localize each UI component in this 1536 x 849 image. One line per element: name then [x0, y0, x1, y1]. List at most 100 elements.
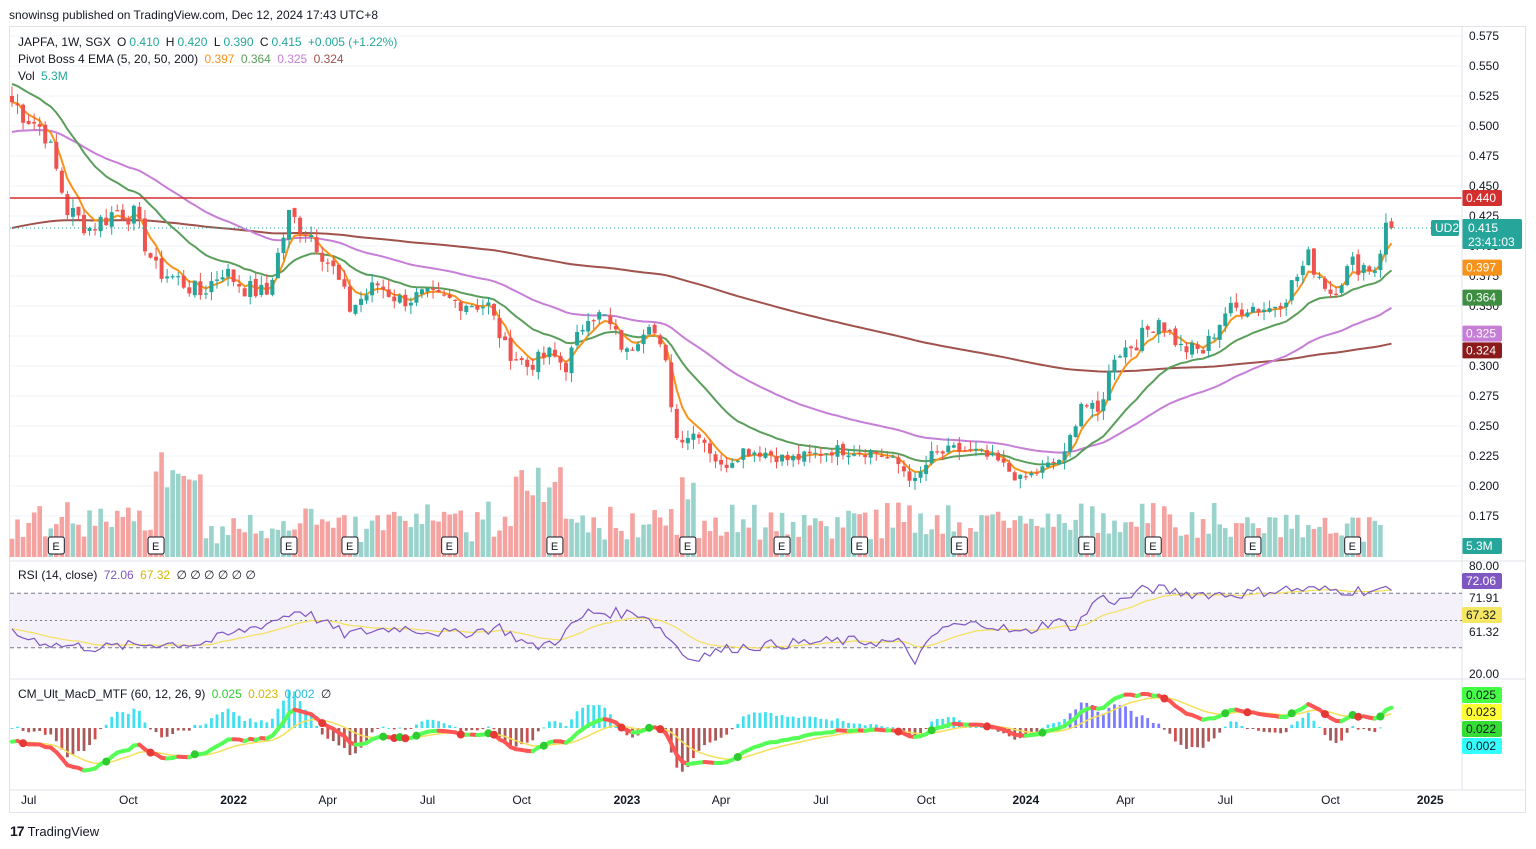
candle-body: [347, 286, 352, 312]
macd-histogram-bar: [331, 728, 335, 742]
rsi-title[interactable]: RSI (14, close): [18, 568, 98, 582]
macd-histogram-bar: [115, 711, 119, 728]
candle-body: [868, 450, 873, 458]
candle-body: [353, 304, 358, 314]
candle-body: [198, 281, 203, 296]
macd-histogram-bar: [836, 718, 839, 728]
candle-body: [1372, 270, 1377, 273]
volume-bar: [519, 470, 524, 557]
candle-body: [159, 258, 164, 279]
candle-body: [115, 210, 120, 212]
macd-histogram-bar: [1223, 726, 1227, 728]
earnings-marker-label: E: [346, 541, 353, 553]
open-value: 0.410: [129, 35, 160, 49]
footer-brand[interactable]: TradingView: [27, 823, 100, 839]
volume-bar: [596, 527, 602, 557]
volume-bar: [945, 505, 951, 557]
candle-body: [381, 286, 386, 290]
ema-legend: Pivot Boss 4 EMA (5, 20, 50, 200) 0.397 …: [18, 52, 347, 66]
candle-body: [774, 456, 779, 463]
macd-cross-dot: [1221, 709, 1230, 718]
earnings-marker: [341, 536, 359, 555]
macd-cross-dot: [1320, 710, 1329, 719]
volume-bar: [397, 516, 403, 557]
macd-histogram-bar: [675, 728, 679, 768]
candle-body: [901, 466, 906, 472]
ema5-price-label: 0.397: [1466, 261, 1496, 275]
volume-bar: [630, 513, 635, 557]
volume-bar: [1167, 514, 1173, 557]
macd-histogram-bar: [536, 728, 540, 732]
candle-body: [1145, 326, 1150, 330]
volume-bar: [857, 514, 862, 557]
publish-header: snowinsg published on TradingView.com, D…: [9, 8, 379, 22]
volume-bar: [1095, 532, 1101, 557]
candle-body: [1195, 344, 1200, 349]
candle-body: [1095, 400, 1100, 412]
candle-body: [259, 284, 264, 295]
macd-cross-dot: [983, 722, 992, 731]
volume-bar: [779, 512, 785, 557]
macd-histogram-bar: [315, 725, 319, 728]
countdown-label: 23:41:03: [1468, 235, 1515, 249]
candle-body: [1311, 248, 1316, 275]
macd-histogram-bar: [1212, 728, 1216, 739]
ema5-price-label-bg: [1462, 259, 1502, 276]
volume-bar: [1073, 519, 1078, 557]
symbol-title[interactable]: JAPFA, 1W, SGX: [18, 35, 111, 49]
macd-histogram-bar: [1262, 728, 1266, 732]
volume-bar: [65, 502, 70, 557]
volume-bar: [879, 538, 885, 557]
macd-histogram-bar: [1351, 726, 1355, 728]
macd-hist-value: 0.002: [284, 687, 315, 701]
candle-body: [1073, 426, 1078, 438]
macd-cross-dot: [489, 730, 498, 739]
macd-histogram-bar: [459, 728, 463, 731]
volume-bar: [912, 532, 918, 557]
volume-bar: [918, 513, 923, 557]
macd-histogram-bar: [570, 719, 573, 728]
volume-bar: [713, 517, 718, 557]
candle-body: [1068, 435, 1073, 452]
macd-title[interactable]: CM_Ult_MacD_MTF (60, 12, 26, 9): [18, 687, 206, 701]
volume-bar: [1023, 523, 1029, 557]
ema20-price-label-bg: [1462, 289, 1502, 306]
volume-bar: [696, 538, 702, 557]
candle-body: [165, 276, 170, 279]
candle-body: [1350, 256, 1355, 265]
macd-histogram-bar: [71, 728, 75, 755]
volume-bar: [990, 514, 995, 557]
macd-histogram-bar: [409, 728, 413, 729]
macd-histogram-bar: [1162, 728, 1166, 730]
candle-body: [807, 451, 812, 454]
volume-bar: [901, 521, 907, 557]
candle-body: [237, 284, 242, 287]
vol-title[interactable]: Vol: [18, 69, 35, 83]
candle-body: [796, 454, 801, 460]
candle-body: [120, 209, 125, 220]
candle-body: [109, 212, 114, 227]
volume-bar: [746, 527, 752, 557]
candle-body: [1339, 285, 1344, 293]
candle-body: [397, 295, 402, 303]
earnings-marker-label: E: [1249, 541, 1256, 553]
candle-body: [514, 359, 519, 361]
ema-title[interactable]: Pivot Boss 4 EMA (5, 20, 50, 200): [18, 52, 199, 66]
volume-bar: [1200, 519, 1206, 557]
candle-body: [10, 96, 14, 103]
candle-body: [1367, 266, 1372, 272]
volume-bar: [242, 532, 247, 557]
macd-histogram-bar: [1129, 710, 1133, 728]
macd-histogram-bar: [420, 721, 424, 728]
macd-cross-dot: [190, 750, 199, 759]
price-tick-label: 0.500: [1469, 119, 1499, 133]
macd-histogram-bar: [193, 724, 197, 728]
earnings-marker-label: E: [551, 541, 558, 553]
macd-histogram-bar: [149, 728, 152, 730]
macd-histogram-bar: [60, 728, 64, 750]
price-tick-label: 0.175: [1469, 509, 1499, 523]
time-tick-label: 2024: [1012, 793, 1039, 807]
earnings-marker-label: E: [1149, 541, 1156, 553]
volume-bar: [668, 509, 674, 557]
